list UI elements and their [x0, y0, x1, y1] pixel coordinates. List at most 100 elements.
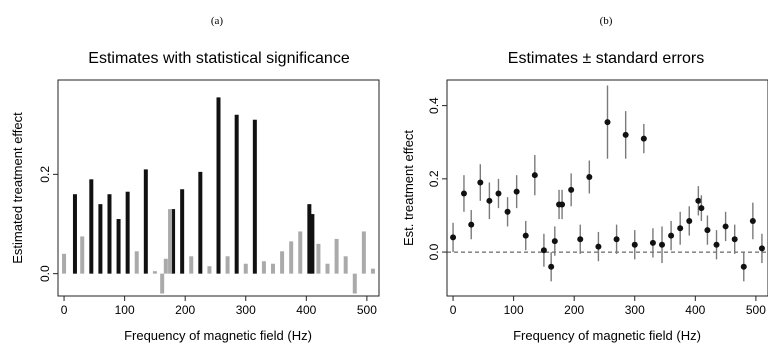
estimate-point — [568, 186, 575, 193]
estimate-point — [677, 225, 684, 232]
panel-b-y-tick-label: 0.0 — [427, 243, 441, 260]
panel-b-label: (b) — [600, 15, 613, 27]
panel-a: (a) Estimates with statistical significa… — [10, 15, 380, 343]
estimate-point — [613, 236, 620, 243]
panel-b-points — [450, 85, 765, 282]
non-significant-bar — [243, 263, 248, 274]
significant-bar — [180, 189, 185, 274]
panel-b-x-tick-label: 0 — [450, 303, 457, 317]
panel-b-x-tick-label: 500 — [746, 303, 766, 317]
panel-a-y-axis: 0.0 0.2 — [38, 166, 58, 282]
estimate-point — [495, 190, 502, 197]
panel-a-x-tick-label: 400 — [296, 303, 316, 317]
panel-a-x-tick-label: 100 — [115, 303, 135, 317]
estimate-point — [586, 174, 593, 181]
non-significant-bar — [207, 266, 212, 274]
non-significant-bar — [298, 231, 303, 274]
non-significant-bar — [80, 236, 85, 274]
estimate-point — [595, 243, 602, 250]
estimate-point — [522, 232, 529, 239]
significant-bar — [107, 194, 112, 274]
panel-a-label: (a) — [211, 15, 224, 27]
estimate-point — [731, 236, 738, 243]
significant-bar — [72, 194, 77, 274]
panel-a-x-axis: 0 100 200 300 400 500 — [61, 296, 377, 317]
panel-a-title: Estimates with statistical significance — [88, 50, 350, 67]
estimate-point — [559, 201, 566, 208]
panel-a-x-tick-label: 300 — [236, 303, 256, 317]
significant-bar — [171, 209, 176, 274]
estimate-point — [686, 217, 693, 224]
estimate-point — [749, 217, 756, 224]
panel-b-y-label: Est. treatment effect — [401, 130, 416, 246]
panel-a-x-label: Frequency of magnetic field (Hz) — [124, 328, 312, 343]
significant-bar — [98, 204, 103, 274]
panel-a-y-label: Estimated treatment effect — [10, 112, 25, 264]
estimate-point — [758, 245, 765, 252]
non-significant-bar — [316, 243, 321, 274]
non-significant-bar — [289, 241, 294, 274]
panel-a-x-tick-label: 500 — [357, 303, 377, 317]
estimate-point — [722, 223, 729, 230]
non-significant-bar — [160, 273, 165, 294]
non-significant-bar — [343, 256, 348, 274]
panel-b-x-axis: 0 100 200 300 400 500 — [450, 296, 766, 317]
non-significant-bar — [189, 256, 194, 274]
estimate-point — [740, 263, 747, 270]
non-significant-bar — [168, 209, 173, 274]
significant-bar — [310, 214, 315, 274]
estimate-point — [531, 172, 538, 179]
panel-b: (b) Estimates ± standard errors 0 100 200 3… — [401, 15, 768, 343]
significant-bar — [307, 204, 312, 274]
significant-bar — [198, 171, 203, 274]
panel-b-y-tick-label: 0.4 — [427, 97, 441, 114]
estimate-point — [450, 234, 457, 241]
estimate-point — [631, 241, 638, 248]
panel-b-y-axis: 0.0 0.2 0.4 — [427, 97, 447, 260]
estimate-point — [468, 221, 475, 228]
panel-a-x-tick-label: 0 — [61, 303, 68, 317]
estimate-point — [640, 135, 647, 142]
estimate-point — [668, 232, 675, 239]
panel-b-x-tick-label: 200 — [564, 303, 584, 317]
significant-bar — [89, 179, 94, 274]
panel-b-y-tick-label: 0.2 — [427, 170, 441, 187]
estimate-point — [551, 238, 558, 245]
estimate-point — [460, 190, 467, 197]
estimate-point — [540, 247, 547, 254]
estimate-point — [698, 205, 705, 212]
non-significant-bar — [325, 263, 330, 274]
panel-b-x-label: Frequency of magnetic field (Hz) — [513, 328, 701, 343]
estimate-point — [659, 241, 666, 248]
non-significant-bar — [352, 273, 357, 294]
panel-a-y-tick-label: 0.2 — [38, 166, 52, 183]
panel-b-x-tick-label: 300 — [625, 303, 645, 317]
estimate-point — [486, 197, 493, 204]
non-significant-bar — [271, 263, 276, 274]
panel-b-x-tick-label: 100 — [504, 303, 524, 317]
non-significant-bar — [261, 261, 266, 274]
panel-a-y-tick-label: 0.0 — [38, 265, 52, 282]
estimate-point — [713, 241, 720, 248]
non-significant-bar — [370, 268, 375, 274]
panel-b-plot-frame — [446, 79, 768, 297]
estimate-point — [504, 208, 511, 215]
significant-bar — [216, 97, 221, 274]
non-significant-bar — [225, 256, 230, 274]
panel-a-bars — [62, 97, 375, 294]
significant-bar — [125, 191, 130, 274]
estimate-point — [604, 119, 611, 126]
panel-b-title: Estimates ± standard errors — [508, 50, 704, 67]
estimate-point — [649, 239, 656, 246]
panel-b-x-tick-label: 400 — [685, 303, 705, 317]
non-significant-bar — [152, 271, 157, 274]
estimate-point — [548, 263, 555, 270]
estimate-point — [704, 227, 711, 234]
significant-bar — [116, 219, 121, 274]
significant-bar — [234, 114, 239, 274]
non-significant-bar — [163, 258, 168, 274]
non-significant-bar — [134, 251, 139, 274]
non-significant-bar — [361, 231, 366, 274]
non-significant-bar — [334, 238, 339, 274]
